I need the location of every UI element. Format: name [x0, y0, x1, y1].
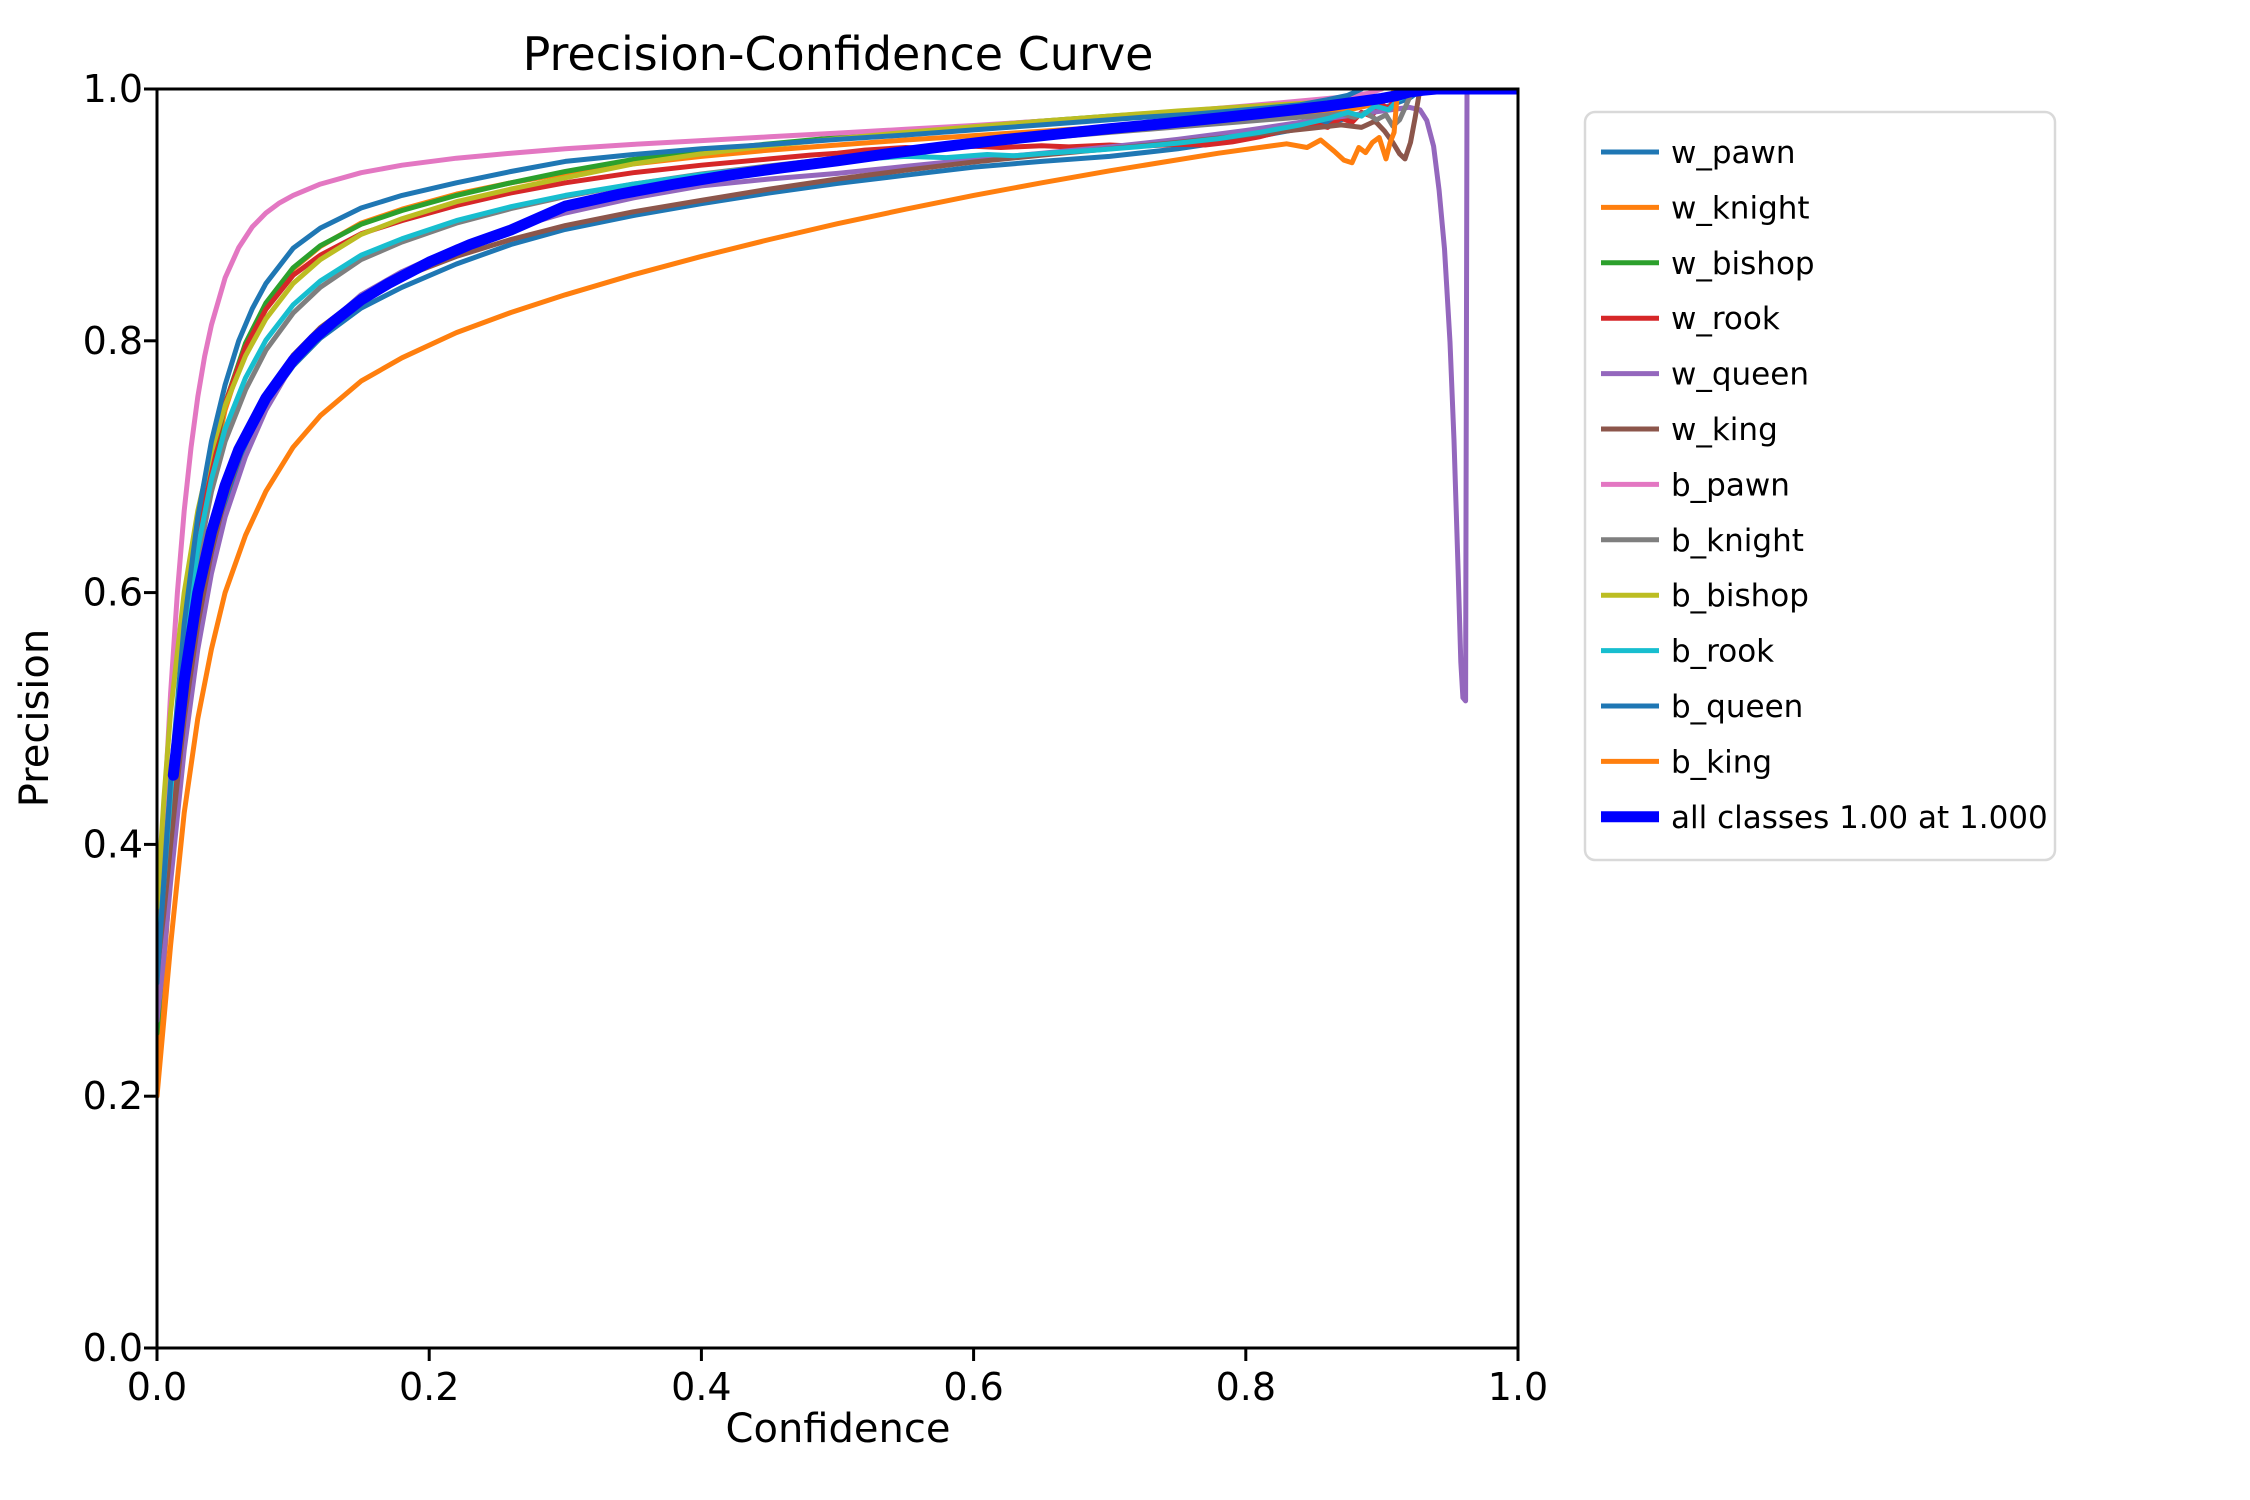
- y-tick-label-2: 0.4: [83, 822, 143, 866]
- legend-item-w-rook: w_rook: [1601, 301, 1780, 337]
- legend-label-w-pawn: w_pawn: [1671, 135, 1796, 171]
- x-tick-label-4: 0.8: [1216, 1365, 1276, 1409]
- legend-item-b-bishop: b_bishop: [1601, 578, 1809, 614]
- legend: w_pawn w_knight w_bishop w_rook w_queen w_kin…: [1583, 110, 2057, 862]
- legend-label-b-bishop: b_bishop: [1671, 578, 1809, 614]
- legend-item-w-queen: w_queen: [1601, 357, 1809, 393]
- y-axis-label: Precision: [12, 629, 58, 807]
- x-tick-label-1: 0.2: [399, 1365, 459, 1409]
- legend-item-all-classes-1-00-at-1-000: all classes 1.00 at 1.000: [1601, 800, 2048, 836]
- curve-w-pawn: [157, 89, 1426, 1011]
- y-tick-label-4: 0.8: [83, 319, 143, 363]
- plot-border: [155, 87, 1520, 1350]
- legend-item-w-bishop: w_bishop: [1601, 246, 1815, 282]
- curve-w-king: [157, 89, 1423, 973]
- x-tick-label-0: 0.0: [127, 1365, 187, 1409]
- legend-item-b-rook: b_rook: [1601, 634, 1774, 670]
- curve-b-rook: [157, 89, 1419, 973]
- legend-label-all-classes-1-00-at-1-000: all classes 1.00 at 1.000: [1671, 800, 2048, 836]
- curves: [157, 89, 1518, 1099]
- y-tick-label-0: 0.0: [83, 1326, 143, 1370]
- legend-item-b-king: b_king: [1601, 744, 1772, 780]
- legend-label-w-rook: w_rook: [1671, 301, 1780, 337]
- curve-b-bishop: [157, 89, 1409, 910]
- axes: 0.0 0.2 0.4 0.6 0.8 1.0 0.0 0.2 0.4 0.6 0.8 1.0: [83, 67, 1549, 1409]
- legend-box: [1583, 110, 2057, 862]
- legend-label-b-queen: b_queen: [1671, 689, 1803, 725]
- legend-label-w-queen: w_queen: [1671, 357, 1809, 393]
- curve-b-king: [157, 89, 1401, 1099]
- x-tick-label-5: 1.0: [1488, 1365, 1548, 1409]
- legend-label-w-king: w_king: [1671, 412, 1778, 448]
- legend-item-b-queen: b_queen: [1601, 689, 1803, 725]
- curve-b-queen: [157, 89, 1364, 986]
- x-tick-label-2: 0.4: [671, 1365, 731, 1409]
- legend-label-w-bishop: w_bishop: [1671, 246, 1815, 282]
- chart-title: Precision-Confidence Curve: [523, 27, 1154, 81]
- x-axis-label: Confidence: [726, 1406, 951, 1452]
- x-tick-label-3: 0.6: [943, 1365, 1003, 1409]
- legend-label-w-knight: w_knight: [1671, 190, 1810, 226]
- legend-label-b-pawn: b_pawn: [1671, 467, 1790, 503]
- curve-w-queen: [157, 89, 1470, 1024]
- legend-item-w-knight: w_knight: [1601, 190, 1810, 226]
- y-tick-label-1: 0.2: [83, 1074, 143, 1118]
- curve-w-bishop: [157, 89, 1378, 1036]
- legend-item-b-knight: b_knight: [1601, 523, 1804, 559]
- legend-item-w-king: w_king: [1601, 412, 1778, 448]
- y-tick-label-5: 1.0: [83, 67, 143, 111]
- curve-all-classes-1-00-at-1-000: [167, 89, 1518, 781]
- y-tick-label-3: 0.6: [83, 571, 143, 615]
- legend-item-b-pawn: b_pawn: [1601, 467, 1790, 503]
- legend-label-b-rook: b_rook: [1671, 634, 1774, 670]
- legend-label-b-knight: b_knight: [1671, 523, 1804, 559]
- legend-label-b-king: b_king: [1671, 744, 1772, 780]
- curve-w-rook: [157, 89, 1405, 998]
- legend-item-w-pawn: w_pawn: [1601, 135, 1796, 171]
